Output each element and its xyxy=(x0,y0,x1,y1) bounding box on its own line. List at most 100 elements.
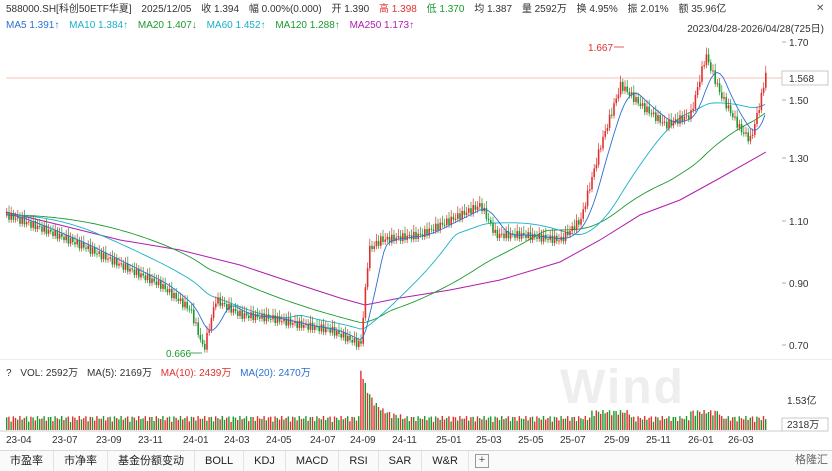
volume-bar xyxy=(650,416,652,430)
volume-bar xyxy=(615,411,617,430)
candle xyxy=(758,110,760,113)
volume-bar xyxy=(63,420,65,430)
help-icon[interactable]: ? xyxy=(6,368,12,379)
candle xyxy=(50,229,52,232)
close-icon[interactable]: ✕ xyxy=(816,3,825,14)
volume-bar xyxy=(340,416,342,430)
candle xyxy=(155,281,158,286)
candle xyxy=(144,275,147,281)
candle xyxy=(175,292,177,299)
volume-bar xyxy=(366,392,369,430)
candle xyxy=(740,124,743,133)
vol-ma10: MA(10): 2439万 xyxy=(160,368,232,379)
volume-bar xyxy=(30,416,32,430)
volume-bar xyxy=(364,382,366,430)
candles xyxy=(6,47,767,353)
volume-bar xyxy=(672,416,674,430)
volume-bar xyxy=(551,421,553,430)
candlestick-chart[interactable]: 1.70 1.50 1.30 1.10 0.90 0.70 1.568 1.667 0.6… xyxy=(0,0,832,360)
time-axis-label: 25-07 xyxy=(560,435,586,446)
volume-bar xyxy=(644,416,646,430)
volume-bar xyxy=(397,418,399,430)
candle xyxy=(391,234,393,243)
tab-基金份额变动[interactable]: 基金份额变动 xyxy=(108,451,195,471)
candle xyxy=(63,236,65,241)
candle xyxy=(23,217,26,225)
candle xyxy=(219,297,221,306)
candle xyxy=(430,228,433,230)
candle xyxy=(626,86,628,92)
candle xyxy=(149,274,151,284)
add-tab-button[interactable]: + xyxy=(474,454,489,468)
volume-bar xyxy=(179,416,182,430)
volume-bar xyxy=(586,420,589,430)
volume-bar xyxy=(549,416,551,430)
candle xyxy=(131,268,133,270)
volume-bar xyxy=(597,411,600,430)
candle xyxy=(160,280,162,289)
time-axis-label: 23-11 xyxy=(138,435,163,446)
volume-bar xyxy=(459,416,461,430)
volume-bar xyxy=(223,419,226,430)
volume-bar xyxy=(641,419,644,430)
candle xyxy=(69,238,72,244)
candle xyxy=(34,221,37,229)
volume-bar xyxy=(472,416,474,430)
volume-bar xyxy=(648,417,650,430)
volume-bar xyxy=(435,416,437,430)
volume-axis-last: 2318万 xyxy=(787,420,819,431)
volume-bar xyxy=(267,417,270,430)
time-axis-label: 24-01 xyxy=(183,435,209,446)
volume-bar xyxy=(336,417,338,430)
volume-bar xyxy=(399,414,402,430)
tab-W&R[interactable]: W&R xyxy=(422,451,469,471)
volume-bar xyxy=(283,419,285,430)
turnover-value: 换 4.95% xyxy=(576,4,618,15)
volume-bar xyxy=(448,416,450,430)
candle xyxy=(756,112,758,125)
volume-bar xyxy=(175,417,177,430)
tab-市盈率[interactable]: 市盈率 xyxy=(0,451,54,471)
volume-chart[interactable]: 1.53亿 2318万 23-04 23-07 23-09 23-11 24-01 24-… xyxy=(0,360,832,450)
candle xyxy=(6,212,8,215)
volume-bar xyxy=(606,412,608,430)
candle xyxy=(597,149,600,165)
candle xyxy=(65,235,67,241)
volume-bar xyxy=(762,416,765,430)
candle xyxy=(413,231,415,240)
candle xyxy=(437,223,439,231)
volume-bar xyxy=(105,420,107,430)
volume-bar xyxy=(393,413,395,430)
volume-bar xyxy=(437,417,439,430)
volume-bar xyxy=(452,416,454,430)
volume-bar xyxy=(589,417,591,430)
candle xyxy=(208,330,210,333)
volume-bar xyxy=(443,419,446,430)
tab-SAR[interactable]: SAR xyxy=(379,451,423,471)
candle xyxy=(747,132,749,142)
candle xyxy=(617,94,620,99)
candle xyxy=(578,220,580,225)
volume-bar xyxy=(100,418,102,430)
tab-市净率[interactable]: 市净率 xyxy=(54,451,108,471)
candle xyxy=(393,234,395,241)
volume-bar xyxy=(371,397,373,430)
tab-MACD[interactable]: MACD xyxy=(286,451,340,471)
ma250-path xyxy=(5,151,767,306)
tab-BOLL[interactable]: BOLL xyxy=(195,451,245,471)
candle xyxy=(171,288,173,299)
volume-bar xyxy=(505,418,507,430)
candle xyxy=(173,292,175,299)
tab-RSI[interactable]: RSI xyxy=(339,451,379,471)
candle xyxy=(661,122,664,124)
volume-bar xyxy=(89,416,91,430)
candle xyxy=(688,115,690,120)
candle xyxy=(116,258,118,266)
tab-KDJ[interactable]: KDJ xyxy=(244,451,286,471)
volume-bar xyxy=(613,410,615,430)
volume-bar xyxy=(604,413,606,430)
volume-bar xyxy=(582,419,584,430)
volume-bar xyxy=(94,420,96,430)
candle xyxy=(472,205,474,214)
volume-bar xyxy=(186,416,188,430)
